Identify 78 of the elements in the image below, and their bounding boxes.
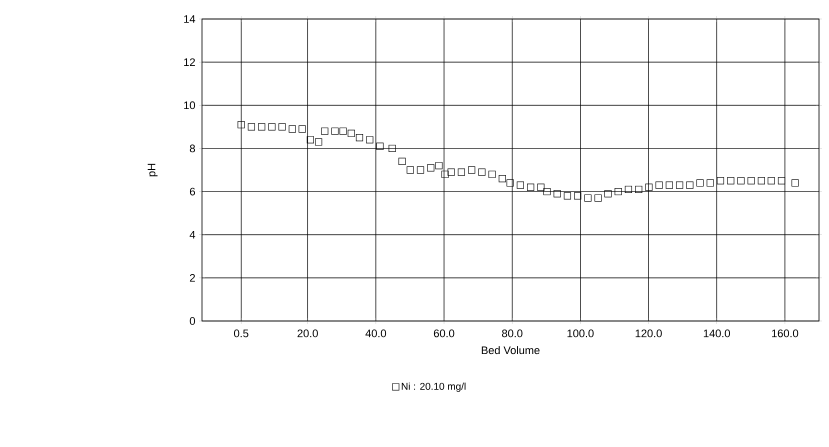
x-tick-label: 100.0	[568, 330, 594, 338]
point	[594, 194, 602, 202]
point	[758, 177, 765, 184]
point	[554, 190, 561, 198]
point	[778, 177, 786, 184]
point	[258, 123, 266, 130]
point	[584, 194, 592, 202]
x-tick-label: 140.0	[704, 330, 730, 338]
point	[388, 144, 396, 152]
point	[458, 168, 466, 176]
y-tick-label: 14	[184, 15, 196, 23]
x-tick-label: 40.0	[365, 330, 386, 338]
point	[543, 188, 551, 196]
point	[427, 164, 434, 172]
point	[564, 192, 572, 200]
y-tick-label: 0	[190, 317, 196, 325]
point	[706, 179, 714, 187]
point	[686, 182, 694, 189]
point	[574, 192, 582, 200]
point	[624, 186, 632, 194]
point	[748, 177, 755, 184]
point	[716, 177, 724, 184]
point	[366, 136, 374, 144]
point	[666, 182, 673, 189]
point	[645, 184, 653, 191]
x-tick-label: 160.0	[772, 330, 798, 338]
point	[468, 166, 476, 174]
point	[314, 138, 322, 146]
point	[331, 128, 339, 135]
point	[727, 177, 734, 184]
point	[768, 177, 775, 184]
point	[488, 170, 496, 178]
x-tick-label: 120.0	[636, 330, 662, 338]
point	[527, 184, 534, 191]
point	[656, 182, 663, 189]
point	[340, 128, 347, 135]
point	[506, 179, 514, 187]
x-tick-label: 80.0	[502, 330, 522, 338]
point	[238, 121, 245, 128]
point	[676, 182, 684, 189]
point	[248, 123, 256, 130]
point	[406, 166, 414, 174]
x-tick-label: 60.0	[434, 330, 454, 338]
y-axis-title: pH	[148, 164, 158, 176]
point	[604, 190, 612, 198]
x-axis-title: Bed Volume	[482, 346, 540, 354]
y-tick-label: 10	[184, 101, 196, 110]
y-tick-label: 12	[184, 58, 195, 66]
point	[537, 184, 544, 191]
y-tick-label: 8	[190, 144, 196, 152]
point	[356, 134, 364, 142]
point	[498, 175, 506, 182]
point	[376, 142, 384, 150]
point	[268, 123, 276, 130]
x-tick-label: 20.0	[298, 330, 318, 338]
point	[635, 186, 642, 194]
point	[298, 125, 306, 133]
point	[348, 130, 355, 137]
point	[737, 177, 745, 184]
point	[792, 179, 799, 187]
point	[278, 123, 286, 130]
point	[435, 162, 443, 170]
legend-label: Ni : 20.10 mg/l	[402, 382, 466, 392]
point	[288, 125, 296, 133]
point	[441, 170, 449, 178]
y-tick-label: 2	[190, 274, 195, 282]
x-tick-label: 0.5	[234, 330, 248, 338]
point	[516, 182, 524, 189]
point	[398, 158, 406, 165]
y-tick-label: 4	[190, 230, 196, 238]
point	[696, 179, 704, 187]
point	[614, 188, 622, 196]
point	[448, 168, 455, 176]
point	[478, 168, 486, 176]
point	[306, 136, 314, 144]
y-tick-label: 6	[190, 188, 196, 196]
point	[416, 166, 424, 174]
point	[321, 128, 328, 135]
